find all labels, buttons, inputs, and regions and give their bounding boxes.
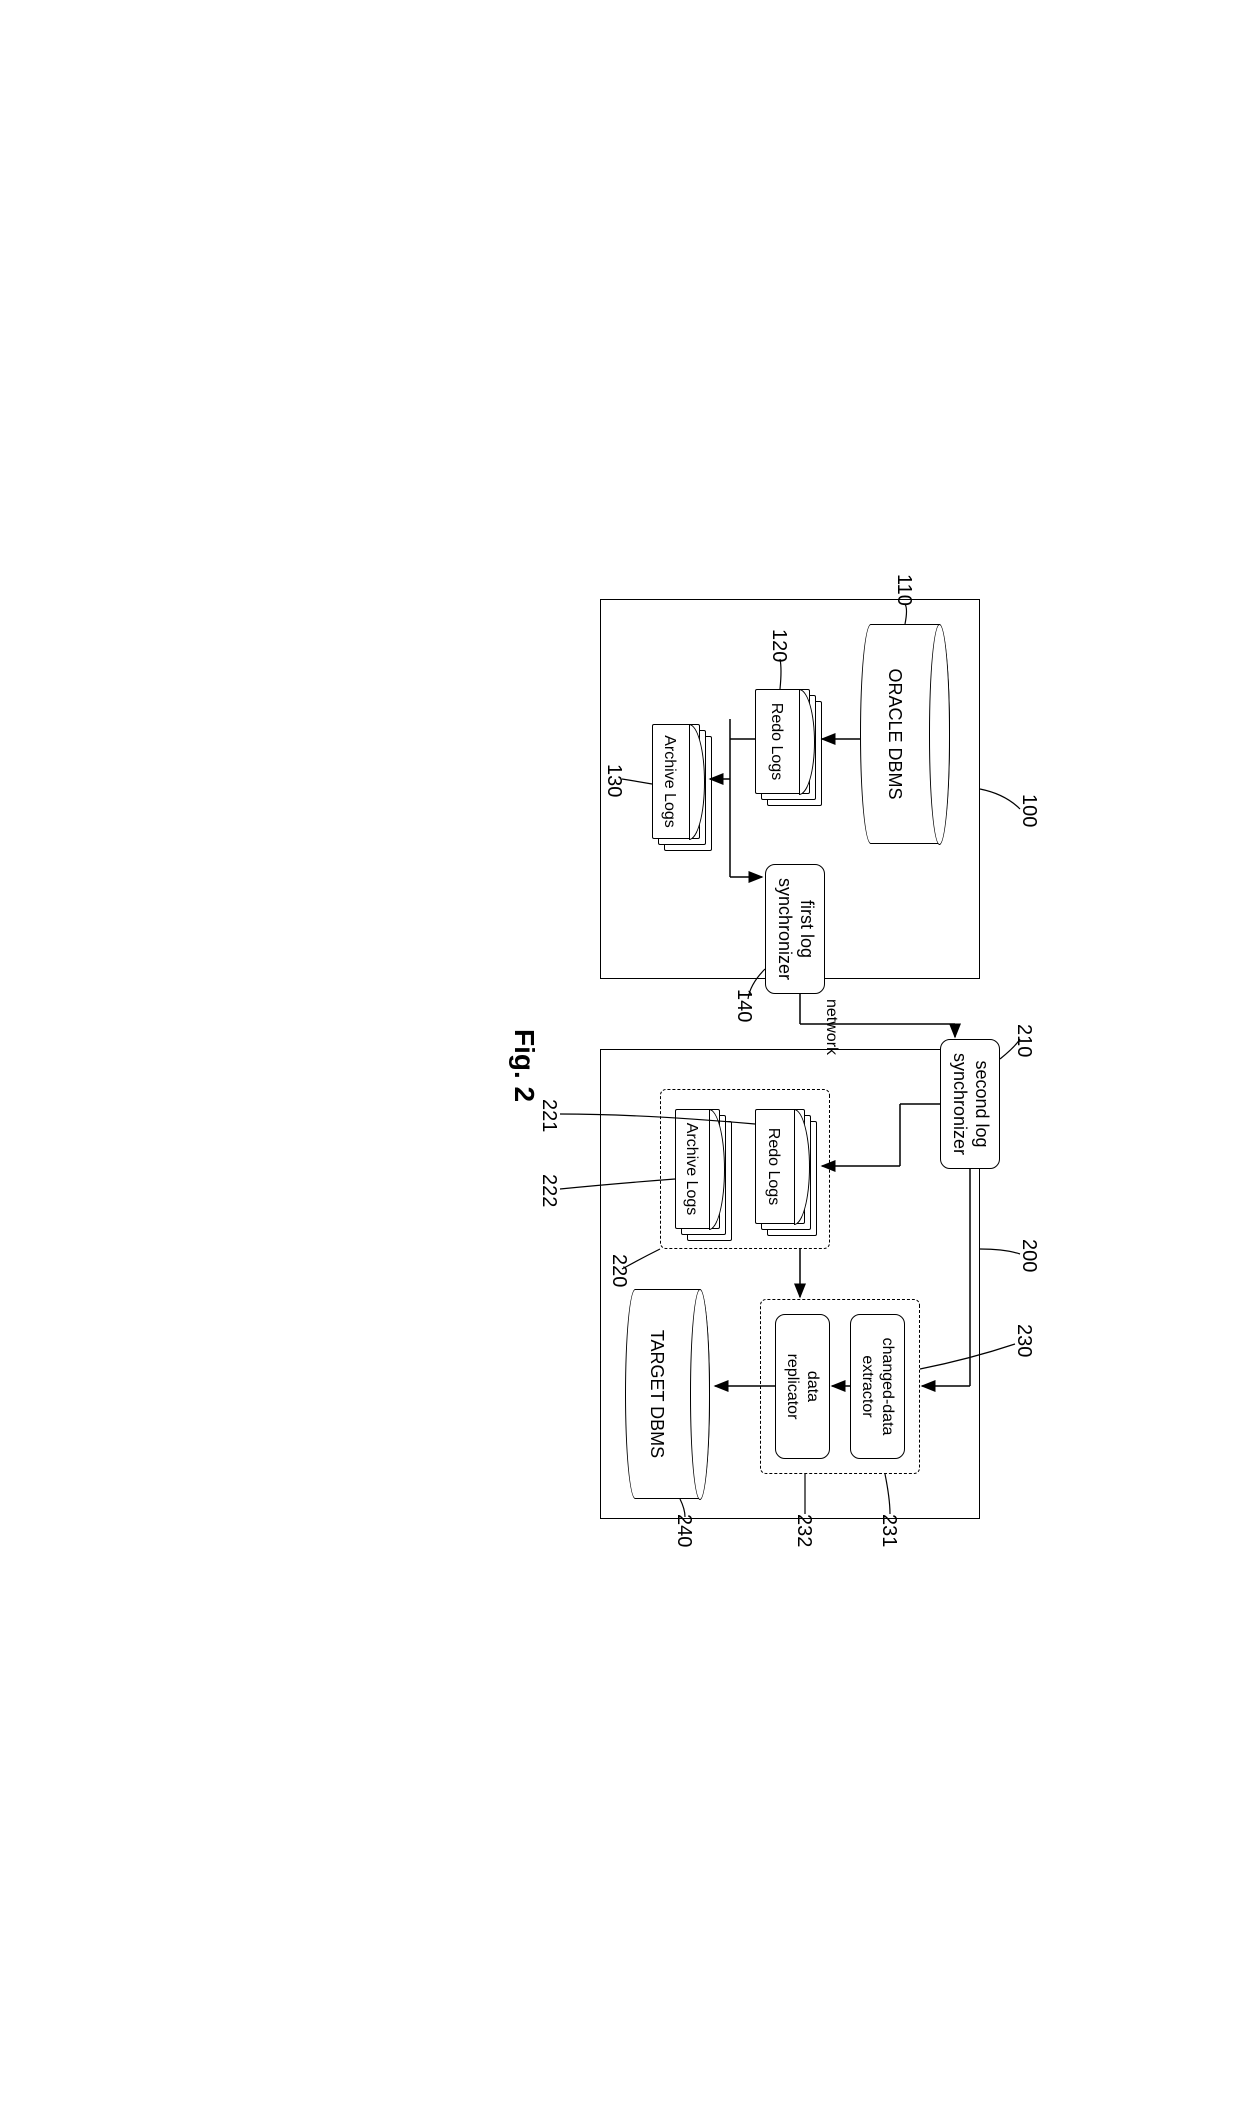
target-dbms-cylinder: TARGET DBMS xyxy=(625,1289,710,1499)
network-label: network xyxy=(822,999,840,1055)
ref-120: 120 xyxy=(767,629,790,662)
ref-210: 210 xyxy=(1012,1024,1035,1057)
ref-222: 222 xyxy=(537,1174,560,1207)
second-log-synchronizer: second log synchronizer xyxy=(940,1039,1000,1169)
ref-130: 130 xyxy=(602,764,625,797)
ref-110: 110 xyxy=(892,574,915,606)
changed-data-extractor: changed-data extractor xyxy=(850,1314,905,1459)
source-archive-label: Archive Logs xyxy=(660,724,678,839)
target-archive-logs: Archive Logs xyxy=(675,1109,720,1229)
ref-221: 221 xyxy=(537,1099,560,1132)
source-archive-logs: Archive Logs xyxy=(652,724,700,839)
ref-220: 220 xyxy=(607,1254,630,1287)
ref-232: 232 xyxy=(792,1514,815,1547)
source-redo-logs: Redo Logs xyxy=(755,689,810,794)
diagram-canvas: ORACLE DBMS Redo Logs Archive Logs first… xyxy=(140,569,1100,1549)
ref-231: 231 xyxy=(877,1514,900,1547)
ref-240: 240 xyxy=(672,1514,695,1547)
oracle-dbms-cylinder: ORACLE DBMS xyxy=(860,624,950,844)
source-redo-label: Redo Logs xyxy=(767,689,785,794)
ref-140: 140 xyxy=(732,989,755,1022)
target-redo-logs: Redo Logs xyxy=(755,1109,805,1224)
target-archive-label: Archive Logs xyxy=(682,1109,700,1229)
target-dbms-label: TARGET DBMS xyxy=(647,1290,668,1498)
oracle-dbms-label: ORACLE DBMS xyxy=(884,625,905,843)
target-redo-label: Redo Logs xyxy=(765,1109,783,1224)
figure-caption: Fig. 2 xyxy=(508,1029,540,1102)
first-log-synchronizer: first log synchronizer xyxy=(765,864,825,994)
ref-230: 230 xyxy=(1012,1324,1035,1357)
ref-200: 200 xyxy=(1017,1239,1040,1272)
ref-100: 100 xyxy=(1017,794,1040,827)
data-replicator: data replicator xyxy=(775,1314,830,1459)
